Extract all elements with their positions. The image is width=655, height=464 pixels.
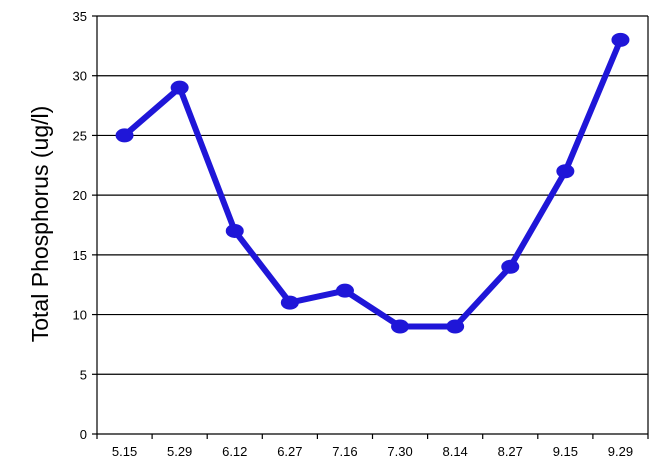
y-tick-labels: 0 5 10 15 20 25 30 35	[73, 9, 87, 442]
data-point	[280, 295, 299, 310]
y-tick-label: 5	[80, 367, 87, 382]
data-point	[335, 283, 354, 298]
x-tick-label: 7.30	[387, 444, 412, 459]
x-tick-label: 5.29	[167, 444, 192, 459]
x-tick-label: 6.27	[277, 444, 302, 459]
series-group	[115, 32, 630, 334]
axes	[92, 15, 649, 439]
x-tick-label: 5.15	[112, 444, 137, 459]
x-tick-label: 8.14	[442, 444, 467, 459]
data-point	[556, 164, 575, 179]
y-tick-label: 30	[73, 69, 87, 84]
data-point	[446, 319, 465, 334]
series-line	[121, 36, 624, 330]
x-tick-label: 8.27	[498, 444, 523, 459]
y-tick-label: 25	[73, 128, 87, 143]
x-tick-label: 7.16	[332, 444, 357, 459]
data-point	[611, 32, 630, 47]
data-point	[501, 259, 520, 274]
data-point	[225, 223, 244, 238]
data-point	[170, 80, 189, 95]
x-tick-label: 6.12	[222, 444, 247, 459]
data-point	[391, 319, 410, 334]
y-axis-label: Total Phosphorus (ug/l)	[27, 106, 53, 343]
x-tick-label: 9.29	[608, 444, 633, 459]
y-tick-label: 20	[73, 188, 87, 203]
x-tick-labels: 5.15 5.29 6.12 6.27 7.16 7.30 8.14 8.27 9.15 9.29	[112, 444, 633, 459]
data-point	[115, 128, 134, 143]
grid-lines	[97, 15, 648, 375]
y-tick-label: 0	[80, 427, 87, 442]
y-tick-label: 10	[73, 308, 87, 323]
y-tick-label: 15	[73, 248, 87, 263]
x-tick-label: 9.15	[553, 444, 578, 459]
y-tick-label: 35	[73, 9, 87, 24]
